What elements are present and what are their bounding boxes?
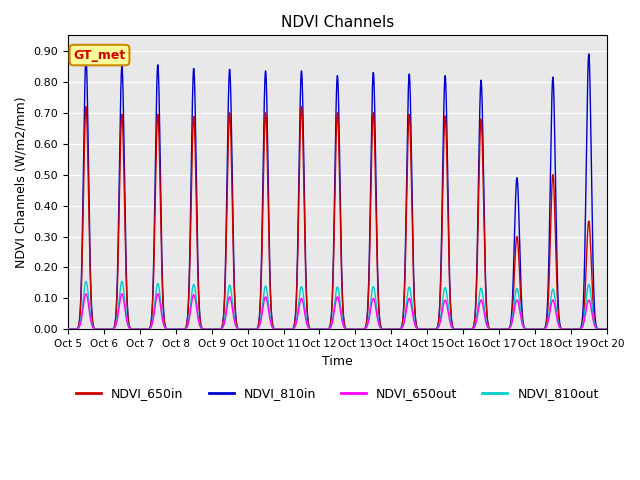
Title: NDVI Channels: NDVI Channels (281, 15, 394, 30)
Legend: NDVI_650in, NDVI_810in, NDVI_650out, NDVI_810out: NDVI_650in, NDVI_810in, NDVI_650out, NDV… (71, 383, 604, 406)
Text: GT_met: GT_met (74, 48, 125, 61)
Y-axis label: NDVI Channels (W/m2/mm): NDVI Channels (W/m2/mm) (15, 96, 28, 268)
X-axis label: Time: Time (322, 355, 353, 368)
